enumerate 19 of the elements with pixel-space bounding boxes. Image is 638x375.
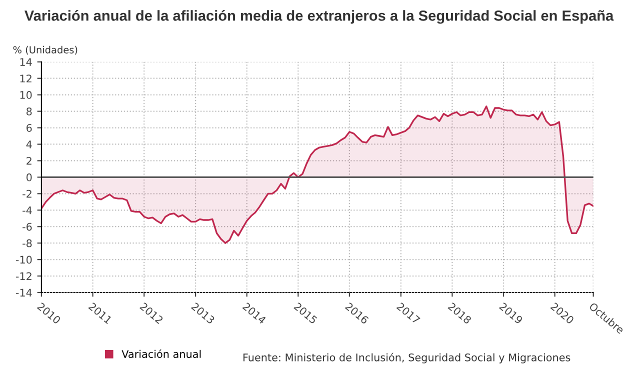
y-tick-label: 2 — [26, 156, 32, 165]
y-tick-label: 14 — [20, 58, 32, 66]
y-axis-title: % (Unidades) — [13, 46, 78, 55]
y-tick-label: 10 — [20, 91, 32, 99]
chart-title: Variación anual de la afiliación media de extranjeros a la Seguridad Social en España — [24, 10, 614, 24]
source-note: Fuente: Ministerio de Inclusión, Seguridad Social y Migraciones — [243, 352, 570, 364]
y-tick-label: -12 — [16, 272, 32, 280]
y-tick-label: -14 — [16, 288, 32, 296]
y-tick-label: -2 — [22, 190, 32, 198]
y-tick-label: 0 — [26, 173, 32, 182]
y-tick-label: -4 — [22, 206, 32, 214]
y-tick-label: 6 — [26, 124, 32, 132]
legend-label: Variación anual — [122, 350, 201, 358]
y-tick-label: 8 — [26, 108, 32, 116]
y-tick-label: -6 — [22, 222, 32, 231]
y-tick-label: -8 — [22, 239, 32, 248]
y-tick-label: 4 — [26, 140, 32, 148]
y-tick-label: 12 — [20, 74, 32, 82]
y-tick-label: -10 — [16, 256, 32, 264]
